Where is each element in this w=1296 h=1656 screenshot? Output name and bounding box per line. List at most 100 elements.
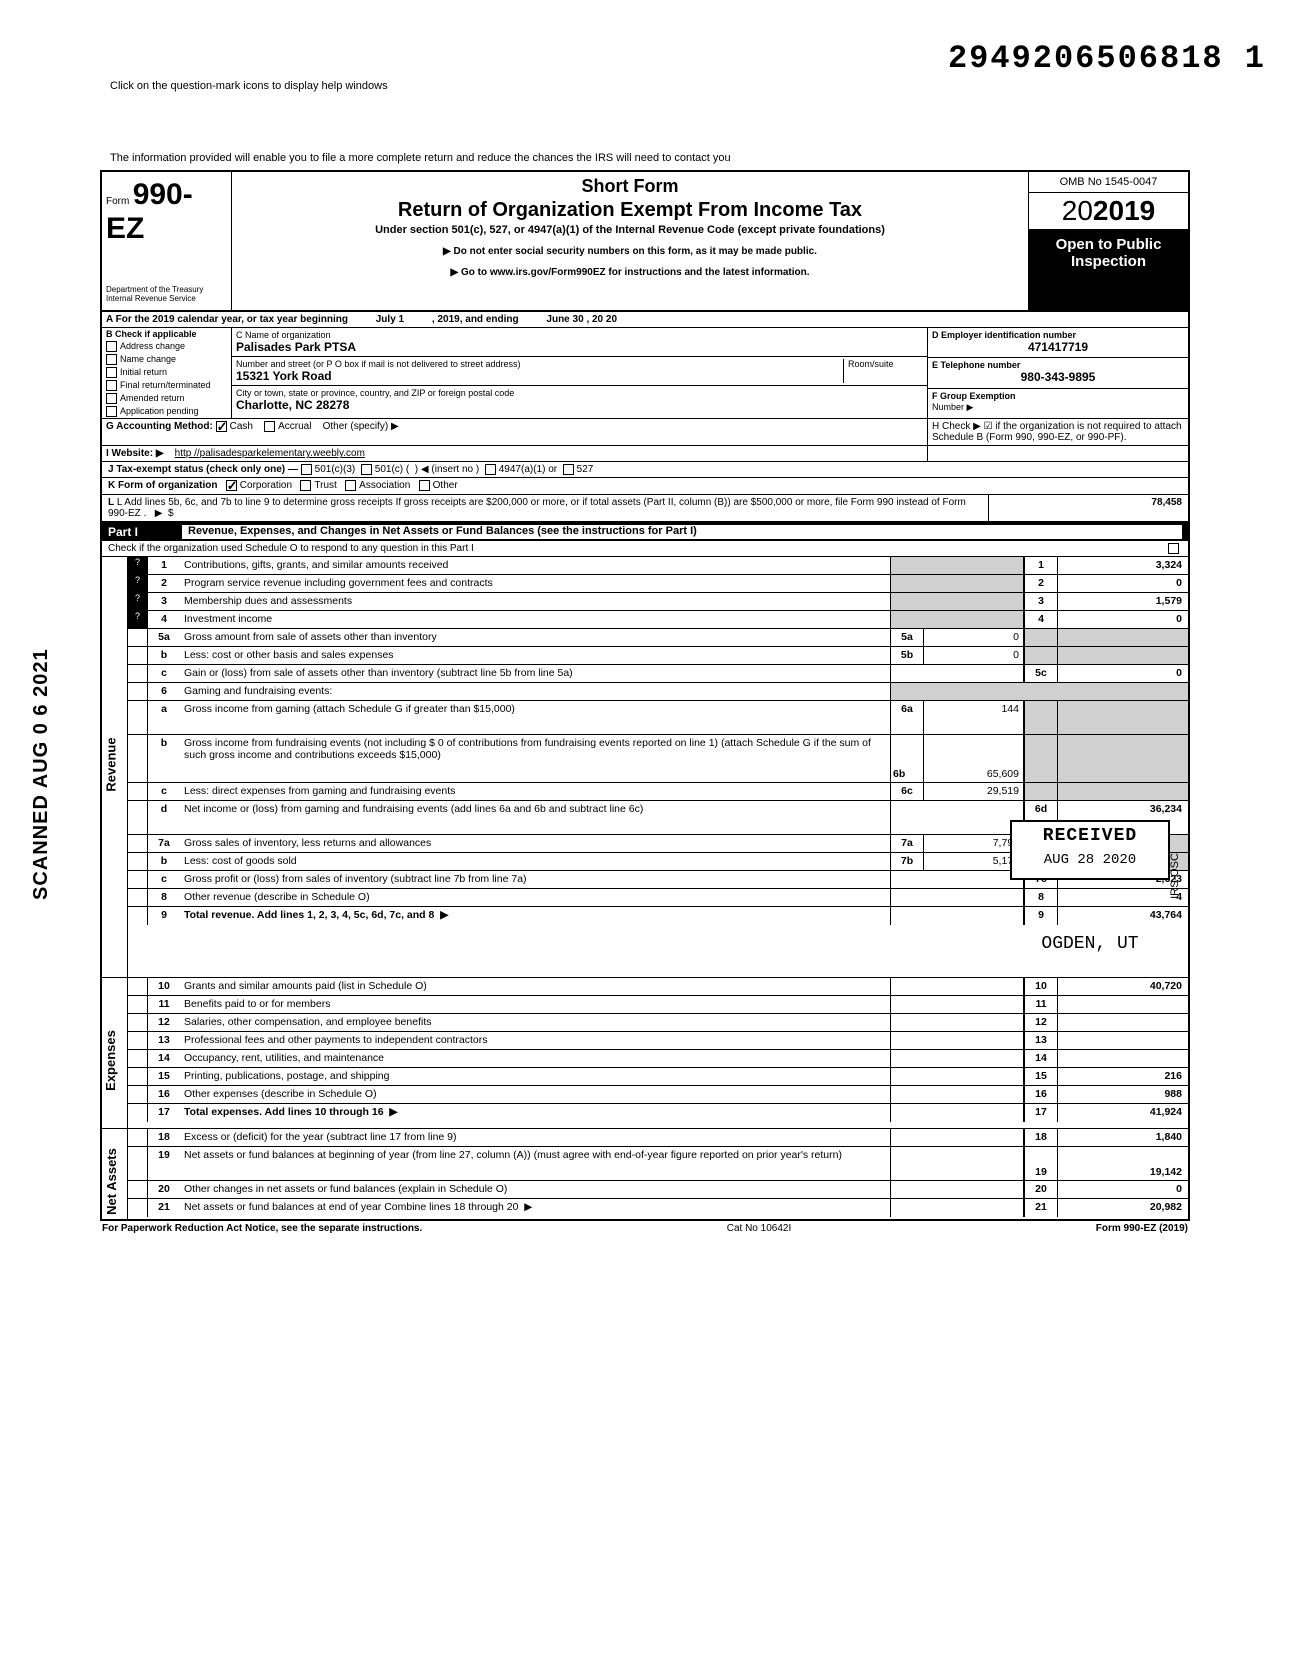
website-instruction: ▶ Go to www.irs.gov/Form990EZ for instru… [238, 267, 1022, 278]
lbl-address-change: Address change [120, 341, 185, 351]
lbl-4947: 4947(a)(1) or [499, 464, 557, 475]
cb-association[interactable] [345, 480, 356, 491]
section-g-label: G Accounting Method: [106, 421, 213, 432]
city-label: City or town, state or province, country… [236, 388, 923, 398]
lbl-other-org: Other [433, 481, 458, 492]
city: Charlotte, NC 28278 [236, 398, 923, 412]
department-label: Department of the Treasury Internal Reve… [106, 286, 227, 304]
lbl-initial-return: Initial return [120, 367, 167, 377]
phone-label: E Telephone number [932, 360, 1184, 370]
cb-initial-return[interactable] [106, 367, 117, 378]
irs-osc-stamp: IRS-OSC [1169, 853, 1181, 899]
line-14: 14Occupancy, rent, utilities, and mainte… [128, 1050, 1188, 1068]
cb-name-change[interactable] [106, 354, 117, 365]
line-4: ?4 Investment income 40 [128, 611, 1188, 629]
gross-receipts-amount: 78,458 [988, 495, 1188, 521]
lbl-trust: Trust [314, 481, 336, 492]
cb-final-return[interactable] [106, 380, 117, 391]
form-meta-block: OMB No 1545-0047 202019 Open to Public I… [1028, 172, 1188, 310]
line-13: 13Professional fees and other payments t… [128, 1032, 1188, 1050]
part-1-table: Revenue ?1 Contributions, gifts, grants,… [100, 557, 1190, 1221]
line-5a: 5a Gross amount from sale of assets othe… [128, 629, 1188, 647]
line-a-mid: , 2019, and ending [432, 314, 519, 325]
lbl-pending: Application pending [120, 406, 199, 416]
footer-right: Form 990-EZ (2019) [1096, 1223, 1188, 1234]
cb-amended[interactable] [106, 393, 117, 404]
help-line-1: Click on the question-mark icons to disp… [110, 80, 1190, 92]
line-18: 18Excess or (deficit) for the year (subt… [128, 1129, 1188, 1147]
room-label: Room/suite [848, 359, 923, 369]
line-i: I Website: ▶ http //palisadesparkelement… [100, 446, 1190, 462]
net-assets-side-label: Net Assets [102, 1129, 128, 1219]
scanned-stamp: SCANNED AUG 0 6 2021 [30, 648, 53, 900]
part-1-label: Part I [108, 525, 178, 539]
line-l-text: L Add lines 5b, 6c, and 7b to line 9 to … [108, 497, 966, 519]
website-label: I Website: ▶ [106, 448, 164, 459]
ein-label: D Employer identification number [932, 330, 1184, 340]
cb-corporation[interactable] [226, 480, 237, 491]
cb-address-change[interactable] [106, 341, 117, 352]
line-6: 6 Gaming and fundraising events: [128, 683, 1188, 701]
section-b: B Check if applicable Address change Nam… [102, 328, 232, 419]
ein: 471417719 [932, 340, 1184, 354]
help-line-2: The information provided will enable you… [110, 152, 1190, 164]
open-to-public: Open to Public Inspection [1029, 230, 1188, 310]
section-b-label: B Check if applicable [102, 328, 231, 340]
org-name: Palisades Park PTSA [236, 340, 923, 354]
lbl-other-method: Other (specify) ▶ [323, 421, 399, 432]
received-date: AUG 28 2020 [1022, 852, 1158, 868]
form-title-block: Short Form Return of Organization Exempt… [232, 172, 1028, 310]
schedule-o-text: Check if the organization used Schedule … [108, 543, 474, 554]
org-info-block: B Check if applicable Address change Nam… [100, 328, 1190, 420]
line-8: 8 Other revenue (describe in Schedule O)… [128, 889, 1188, 907]
cb-527[interactable] [563, 464, 574, 475]
line-11: 11Benefits paid to or for members 11 [128, 996, 1188, 1014]
section-h: H Check ▶ ☑ if the organization is not r… [928, 419, 1188, 445]
footer-mid: Cat No 10642I [422, 1223, 1095, 1234]
line-j: J Tax-exempt status (check only one) — 5… [100, 462, 1190, 478]
cb-501c[interactable] [361, 464, 372, 475]
lbl-insert-no: ◀ (insert no ) [421, 464, 479, 475]
cb-501c3[interactable] [301, 464, 312, 475]
line-3: ?3 Membership dues and assessments 31,57… [128, 593, 1188, 611]
section-k-label: K Form of organization [108, 481, 217, 492]
line-19: 19Net assets or fund balances at beginni… [128, 1147, 1188, 1181]
line-1: ?1 Contributions, gifts, grants, and sim… [128, 557, 1188, 575]
expenses-side-label: Expenses [102, 978, 128, 1128]
revenue-side-label: Revenue [102, 557, 128, 977]
omb-number: OMB No 1545-0047 [1029, 172, 1188, 193]
received-stamp: RECEIVED AUG 28 2020 [1010, 820, 1170, 880]
form-title: Return of Organization Exempt From Incom… [238, 199, 1022, 222]
line-a-begin: July 1 [376, 314, 404, 325]
line-a-label: A For the 2019 calendar year, or tax yea… [106, 314, 348, 325]
cb-schedule-o[interactable] [1168, 543, 1179, 554]
form-number-block: Form 990-EZ Department of the Treasury I… [102, 172, 232, 310]
lbl-corporation: Corporation [240, 481, 292, 492]
lbl-501c: 501(c) ( [375, 464, 409, 475]
cb-accrual[interactable] [264, 421, 275, 432]
cb-trust[interactable] [300, 480, 311, 491]
line-l: L L Add lines 5b, 6c, and 7b to line 9 t… [100, 495, 1190, 523]
page-footer: For Paperwork Reduction Act Notice, see … [100, 1221, 1190, 1236]
form-number: 990-EZ [106, 178, 193, 245]
section-j-label: J Tax-exempt status (check only one) — [108, 464, 298, 475]
form-subtitle: Under section 501(c), 527, or 4947(a)(1)… [238, 224, 1022, 236]
line-6c: c Less: direct expenses from gaming and … [128, 783, 1188, 801]
cb-pending[interactable] [106, 406, 117, 417]
lbl-final-return: Final return/terminated [120, 380, 211, 390]
received-label: RECEIVED [1022, 826, 1158, 846]
line-6a: a Gross income from gaming (attach Sched… [128, 701, 1188, 735]
line-6b: b Gross income from fundraising events (… [128, 735, 1188, 783]
phone: 980-343-9895 [932, 370, 1184, 384]
lbl-amended: Amended return [120, 393, 185, 403]
line-k: K Form of organization Corporation Trust… [100, 478, 1190, 494]
line-5c: c Gain or (loss) from sale of assets oth… [128, 665, 1188, 683]
footer-left: For Paperwork Reduction Act Notice, see … [102, 1223, 422, 1234]
year-digits: 2019 [1093, 195, 1155, 226]
cb-4947[interactable] [485, 464, 496, 475]
tax-year: 202019 [1029, 193, 1188, 230]
cb-other-org[interactable] [419, 480, 430, 491]
cb-cash[interactable] [216, 421, 227, 432]
ogden-stamp: OGDEN, UT [1010, 930, 1170, 958]
section-def: D Employer identification number 4714177… [928, 328, 1188, 419]
